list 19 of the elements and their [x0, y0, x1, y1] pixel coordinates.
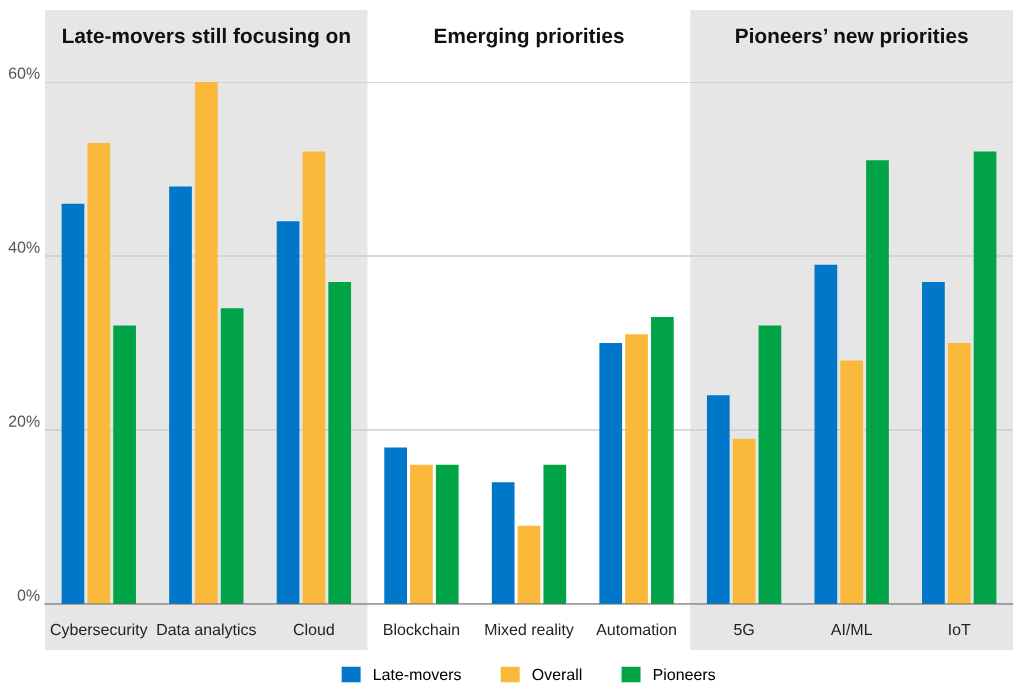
y-tick-label: 60%: [8, 67, 40, 79]
x-tick-label: IoT: [949, 624, 971, 636]
y-tick-label: 0%: [17, 589, 40, 601]
x-tick-label: Mixed reality: [485, 623, 574, 639]
legend-label: Pioneers: [653, 668, 716, 681]
band-label: Emerging priorities: [434, 27, 624, 48]
x-tick-label: Cloud: [293, 623, 334, 636]
band-label: Pioneers’ new priorities: [736, 27, 968, 48]
x-tick-label: Automation: [596, 623, 676, 636]
x-tick-label: Cybersecurity: [50, 623, 148, 639]
y-tick-label: 20%: [8, 415, 40, 427]
x-tick-label: Blockchain: [384, 623, 460, 636]
x-tick-label: AI/ML: [830, 623, 872, 636]
band-label: Late-movers still focusing on: [63, 27, 350, 48]
x-tick-label: Data analytics: [157, 623, 256, 639]
x-tick-label: 5G: [734, 623, 754, 636]
legend-label: Late-movers: [374, 669, 461, 681]
legend-label: Overall: [532, 668, 582, 681]
y-tick-label: 40%: [8, 241, 40, 253]
